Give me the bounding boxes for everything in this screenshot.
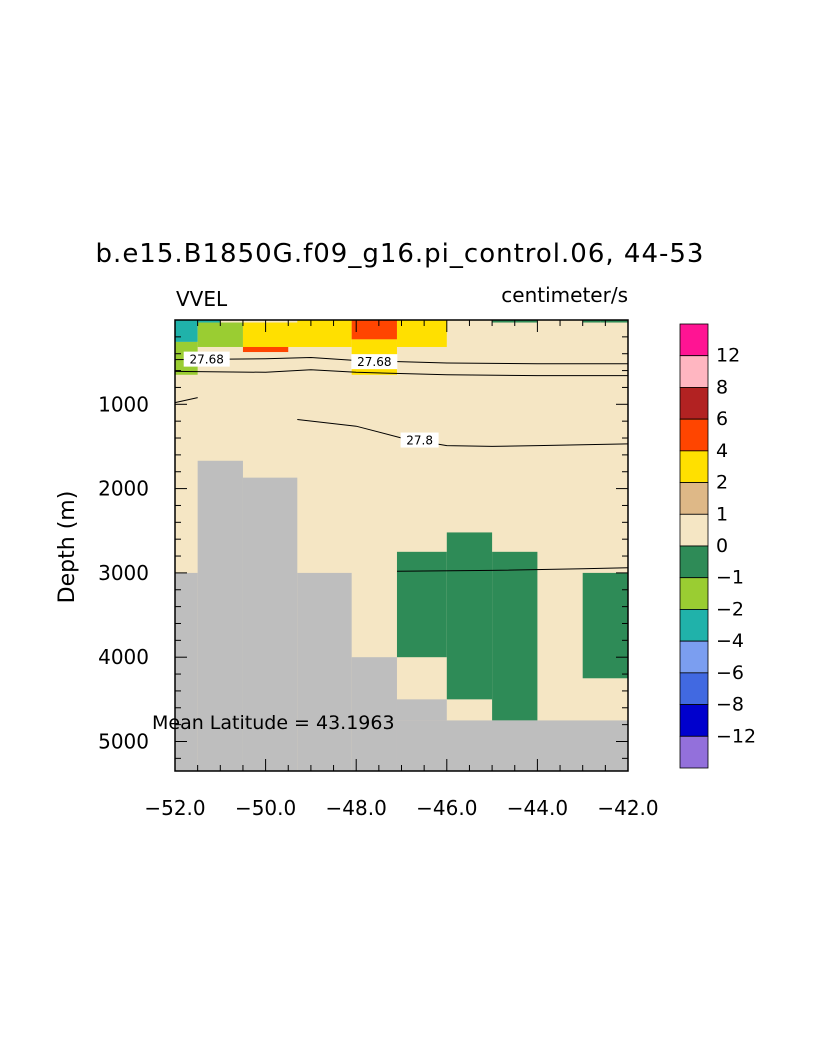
colorbar-label: 1 [716,503,728,525]
land-mask [297,572,352,771]
colorbar-swatch [679,577,709,610]
data-cell [297,320,352,323]
plot-area [175,320,628,771]
data-cell [242,346,289,353]
land-mask [197,460,243,771]
colorbar-swatch [679,355,709,388]
colorbar-label: 12 [716,345,740,367]
data-cell [582,572,628,679]
contour-label: 27.68 [190,353,224,367]
y-axis-label: Depth (m) [55,491,80,604]
colorbar-swatch [679,387,709,420]
colorbar-label: 2 [716,472,728,494]
data-cell [446,532,493,700]
axes-layer: −52.0 −50.0 −48.0 −46.0 −44.0 −42.0 1000 2000 30… [98,319,659,820]
x-tick-label: −52.0 [144,796,205,820]
colorbar-label: −6 [716,662,744,684]
data-cell [600,320,628,323]
colorbar-label: −1 [716,567,744,589]
contour-label: 27.68 [357,355,391,369]
colorbar-swatch [679,735,709,769]
contour-line [174,397,198,404]
y-tick-label: 4000 [98,645,149,669]
x-tick-label: −48.0 [326,796,387,820]
data-cell [396,551,447,658]
colorbar-label: −4 [716,630,744,652]
colorbar-swatch [679,323,709,357]
data-cell [175,320,198,342]
colorbar-label: 0 [716,535,728,557]
colorbar: 12 8 6 4 2 1 0 −1 −2 −4 −6 −8 −12 [679,323,756,769]
colorbar-swatch [679,450,709,483]
land-mask [175,572,198,771]
y-tick-label: 1000 [98,392,149,416]
colorbar-label: 6 [716,408,728,430]
colorbar-label: −12 [716,725,756,747]
colorbar-label: 4 [716,440,728,462]
data-cell [582,320,601,323]
contour-layer: 27.68 27.68 27.8 [174,351,629,572]
contour-label-bg [351,354,398,370]
x-tick-label: −50.0 [235,796,296,820]
land-mask [351,657,397,771]
y-tick-label: 3000 [98,561,149,585]
y-tick-label: 2000 [98,477,149,501]
x-tick-label: −44.0 [507,796,568,820]
x-tick-label: −42.0 [597,796,658,820]
chart-title: b.e15.B1850G.f09_g16.pi_control.06, 44-5… [96,239,705,269]
land-mask [396,699,447,721]
contour-label-bg [183,351,230,367]
data-cell [396,320,447,347]
colorbar-swatch [679,704,709,737]
colorbar-label: 8 [716,376,728,398]
data-cell [351,320,397,340]
units-label: centimeter/s [501,283,628,307]
y-tick-label: 5000 [98,729,149,753]
data-cell [492,551,538,721]
data-cell [242,322,352,347]
contour-label-bg [400,432,439,448]
colorbar-swatch [679,418,709,452]
colorbar-swatch [679,609,709,642]
land-mask [396,720,628,771]
colorbar-swatch [679,513,709,547]
data-cell [197,320,221,323]
variable-label: VVEL [176,287,228,311]
colorbar-label: −2 [716,598,744,620]
colorbar-swatch [679,672,709,705]
contour-line [396,567,629,572]
colorbar-label: −8 [716,694,744,716]
x-tick-label: −46.0 [416,796,477,820]
contour-line [174,369,628,377]
colorbar-swatch [679,545,709,579]
colorbar-swatch [679,482,709,515]
colorbar-swatch [679,640,709,674]
data-cell [197,322,243,347]
contour-label: 27.8 [406,434,433,448]
land-mask [242,477,298,771]
contour-line [297,419,629,447]
mean-latitude-annotation: Mean Latitude = 43.1963 [152,712,395,734]
